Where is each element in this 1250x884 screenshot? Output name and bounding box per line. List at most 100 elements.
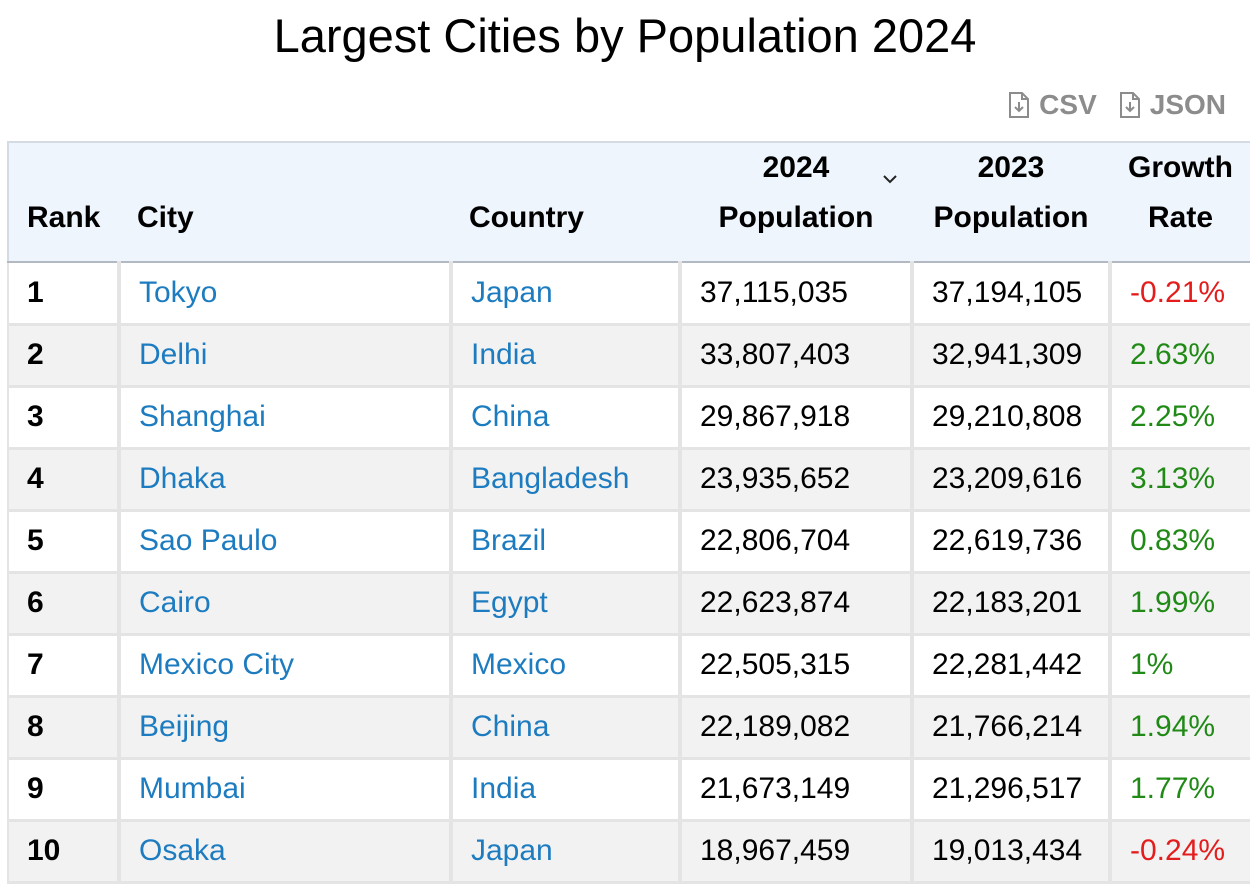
country-link[interactable]: Japan (451, 820, 682, 884)
city-link[interactable]: Cairo (119, 572, 453, 636)
download-csv-link[interactable]: CSV (1008, 89, 1097, 121)
table-row: 5 Sao Paulo Brazil 22,806,704 22,619,736 0.83… (7, 510, 1250, 574)
header-growth-rate[interactable]: Growth Rate (1110, 141, 1250, 263)
growth-rate-cell: -0.21% (1110, 262, 1250, 326)
rank-cell: 3 (7, 386, 121, 450)
pop-2023-cell: 21,296,517 (912, 758, 1112, 822)
table-header: Rank City Country 2024 Population 2023 P… (7, 141, 1250, 263)
city-link[interactable]: Shanghai (119, 386, 453, 450)
city-link[interactable]: Sao Paulo (119, 510, 453, 574)
pop-2024-cell: 33,807,403 (680, 324, 914, 388)
country-link[interactable]: Brazil (451, 510, 682, 574)
chevron-down-icon (883, 175, 898, 184)
cities-table: Rank City Country 2024 Population 2023 P… (7, 141, 1250, 884)
page-title: Largest Cities by Population 2024 (273, 9, 977, 62)
growth-rate-cell: 1.94% (1110, 696, 1250, 760)
header-growth-word: Growth (1128, 151, 1233, 184)
rank-cell: 7 (7, 634, 121, 698)
city-link[interactable]: Mumbai (119, 758, 453, 822)
country-link[interactable]: Bangladesh (451, 448, 682, 512)
rank-cell: 5 (7, 510, 121, 574)
city-link[interactable]: Mexico City (119, 634, 453, 698)
pop-2024-cell: 23,935,652 (680, 448, 914, 512)
pop-2024-cell: 29,867,918 (680, 386, 914, 450)
country-link[interactable]: China (451, 696, 682, 760)
header-pop-2024-label: 2024 Population (718, 143, 898, 243)
growth-rate-cell: 3.13% (1110, 448, 1250, 512)
pop-2024-cell: 21,673,149 (680, 758, 914, 822)
header-country-label: Country (469, 201, 584, 234)
pop-2023-cell: 22,281,442 (912, 634, 1112, 698)
growth-rate-cell: -0.24% (1110, 820, 1250, 884)
pop-2024-cell: 18,967,459 (680, 820, 914, 884)
file-download-icon (1009, 92, 1030, 118)
growth-rate-cell: 2.63% (1110, 324, 1250, 388)
growth-rate-cell: 1.77% (1110, 758, 1250, 822)
pop-2023-cell: 21,766,214 (912, 696, 1112, 760)
table-row: 10 Osaka Japan 18,967,459 19,013,434 -0.24% (7, 820, 1250, 884)
table-body: 1 Tokyo Japan 37,115,035 37,194,105 -0.21% 2 De… (7, 262, 1250, 884)
country-link[interactable]: India (451, 324, 682, 388)
pop-2024-cell: 22,806,704 (680, 510, 914, 574)
pop-2023-cell: 22,619,736 (912, 510, 1112, 574)
download-csv-label: CSV (1039, 89, 1097, 120)
rank-cell: 1 (7, 262, 121, 326)
file-download-icon (1119, 92, 1140, 118)
table-row: 3 Shanghai China 29,867,918 29,210,808 2.25% (7, 386, 1250, 450)
header-row: Rank City Country 2024 Population 2023 P… (7, 141, 1250, 263)
pop-2023-cell: 22,183,201 (912, 572, 1112, 636)
growth-rate-cell: 1.99% (1110, 572, 1250, 636)
pop-2023-cell: 23,209,616 (912, 448, 1112, 512)
pop-2024-cell: 22,623,874 (680, 572, 914, 636)
rank-cell: 9 (7, 758, 121, 822)
rank-cell: 2 (7, 324, 121, 388)
table-row: 7 Mexico City Mexico 22,505,315 22,281,442 1% (7, 634, 1250, 698)
table-row: 4 Dhaka Bangladesh 23,935,652 23,209,616 3.13… (7, 448, 1250, 512)
rank-cell: 8 (7, 696, 121, 760)
country-link[interactable]: Mexico (451, 634, 682, 698)
country-link[interactable]: China (451, 386, 682, 450)
growth-rate-cell: 2.25% (1110, 386, 1250, 450)
city-link[interactable]: Tokyo (119, 262, 453, 326)
pop-2023-cell: 32,941,309 (912, 324, 1112, 388)
header-pop-2023-year: 2023 (977, 151, 1045, 184)
header-city-label: City (137, 201, 194, 234)
pop-2024-cell: 37,115,035 (680, 262, 914, 326)
header-pop-2023-word: Population (933, 201, 1089, 234)
header-pop-2023[interactable]: 2023 Population (912, 141, 1110, 263)
table-row: 6 Cairo Egypt 22,623,874 22,183,201 1.99% (7, 572, 1250, 636)
header-country[interactable]: Country (451, 141, 680, 263)
rank-cell: 4 (7, 448, 121, 512)
header-rank-label: Rank (27, 201, 101, 234)
table-row: 1 Tokyo Japan 37,115,035 37,194,105 -0.21% (7, 262, 1250, 326)
header-rate-word: Rate (1147, 201, 1214, 234)
header-pop-2024[interactable]: 2024 Population (680, 141, 912, 263)
download-json-link[interactable]: JSON (1119, 89, 1226, 121)
download-links: CSV JSON (1008, 89, 1226, 121)
country-link[interactable]: India (451, 758, 682, 822)
rank-cell: 10 (7, 820, 121, 884)
growth-rate-cell: 1% (1110, 634, 1250, 698)
growth-rate-cell: 0.83% (1110, 510, 1250, 574)
table-row: 8 Beijing China 22,189,082 21,766,214 1.94% (7, 696, 1250, 760)
table-row: 2 Delhi India 33,807,403 32,941,309 2.63% (7, 324, 1250, 388)
pop-2023-cell: 37,194,105 (912, 262, 1112, 326)
rank-cell: 6 (7, 572, 121, 636)
city-link[interactable]: Dhaka (119, 448, 453, 512)
pop-2024-cell: 22,505,315 (680, 634, 914, 698)
country-link[interactable]: Japan (451, 262, 682, 326)
header-rank[interactable]: Rank (7, 141, 119, 263)
table-row: 9 Mumbai India 21,673,149 21,296,517 1.77% (7, 758, 1250, 822)
pop-2023-cell: 19,013,434 (912, 820, 1112, 884)
pop-2024-cell: 22,189,082 (680, 696, 914, 760)
header-pop-2024-word: Population (718, 201, 874, 234)
download-json-label: JSON (1149, 89, 1226, 120)
city-link[interactable]: Osaka (119, 820, 453, 884)
country-link[interactable]: Egypt (451, 572, 682, 636)
city-link[interactable]: Beijing (119, 696, 453, 760)
header-city[interactable]: City (119, 141, 451, 263)
pop-2023-cell: 29,210,808 (912, 386, 1112, 450)
header-pop-2024-year: 2024 (762, 151, 830, 184)
city-link[interactable]: Delhi (119, 324, 453, 388)
